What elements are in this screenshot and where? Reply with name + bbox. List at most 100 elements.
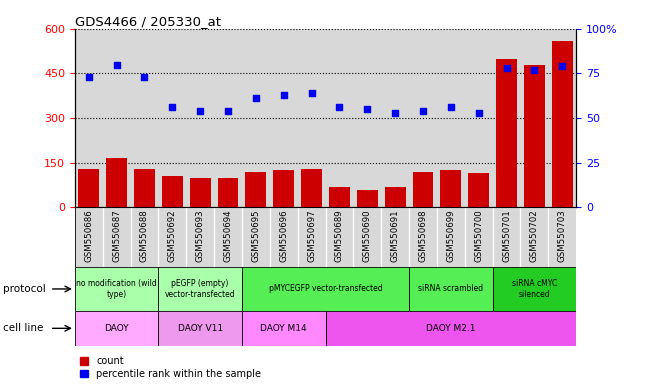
Text: GSM550686: GSM550686 [84,209,93,262]
Text: GSM550697: GSM550697 [307,209,316,262]
Bar [437,207,465,267]
Bar [162,176,183,207]
Point [473,110,484,116]
Bar [214,207,242,267]
Text: GSM550687: GSM550687 [112,209,121,262]
Bar [552,41,573,207]
Point [307,90,317,96]
Bar [437,29,465,207]
Text: protocol: protocol [3,284,46,294]
Bar [326,29,353,207]
Text: GSM550690: GSM550690 [363,209,372,262]
Bar [520,207,548,267]
Text: GSM550699: GSM550699 [447,209,455,262]
Bar [381,207,409,267]
Bar [242,267,409,311]
Bar [270,29,298,207]
Bar [468,173,489,207]
Text: cell line: cell line [3,323,44,333]
Point [362,106,372,112]
Text: GSM550700: GSM550700 [474,209,483,262]
Bar [440,170,462,207]
Point [334,104,344,111]
Bar [242,29,270,207]
Text: pMYCEGFP vector-transfected: pMYCEGFP vector-transfected [269,285,382,293]
Bar [103,207,131,267]
Bar [75,29,103,207]
Text: DAOY V11: DAOY V11 [178,324,223,333]
Bar [75,311,158,346]
Bar [385,187,406,207]
Bar [409,267,493,311]
Bar [270,207,298,267]
Bar [217,177,238,207]
Bar [158,267,242,311]
Legend: count, percentile rank within the sample: count, percentile rank within the sample [79,356,261,379]
Bar [242,207,270,267]
Text: no modification (wild
type): no modification (wild type) [76,279,157,299]
Text: pEGFP (empty)
vector-transfected: pEGFP (empty) vector-transfected [165,279,236,299]
Bar [106,158,127,207]
Bar [524,65,545,207]
Point [557,63,568,70]
Bar [273,170,294,207]
Bar [242,311,326,346]
Bar [548,29,576,207]
Point [111,61,122,68]
Text: DAOY M14: DAOY M14 [260,324,307,333]
Bar [493,29,520,207]
Point [223,108,233,114]
Text: GSM550701: GSM550701 [502,209,511,262]
Point [167,104,178,111]
Text: GSM550695: GSM550695 [251,209,260,262]
Bar [245,172,266,207]
Bar [409,207,437,267]
Bar [75,267,158,311]
Bar [298,207,326,267]
Bar [134,169,155,207]
Text: siRNA cMYC
silenced: siRNA cMYC silenced [512,279,557,299]
Bar [158,207,186,267]
Bar [493,207,520,267]
Bar [131,207,158,267]
Text: GSM550703: GSM550703 [558,209,567,262]
Bar [186,207,214,267]
Point [529,67,540,73]
Point [445,104,456,111]
Bar [326,311,576,346]
Text: GDS4466 / 205330_at: GDS4466 / 205330_at [75,15,221,28]
Bar [158,311,242,346]
Bar [75,207,103,267]
Bar [381,29,409,207]
Bar [353,207,381,267]
Text: siRNA scrambled: siRNA scrambled [418,285,484,293]
Point [195,108,206,114]
Text: DAOY: DAOY [104,324,129,333]
Bar [78,169,99,207]
Point [251,95,261,101]
Bar [413,172,434,207]
Bar [329,187,350,207]
Point [139,74,150,80]
Bar [465,207,493,267]
Bar [214,29,242,207]
Text: GSM550689: GSM550689 [335,209,344,262]
Bar [158,29,186,207]
Bar [548,207,576,267]
Bar [298,29,326,207]
Point [279,92,289,98]
Point [501,65,512,71]
Bar [186,29,214,207]
Text: GSM550691: GSM550691 [391,209,400,262]
Text: GSM550688: GSM550688 [140,209,149,262]
Bar [301,169,322,207]
Text: GSM550696: GSM550696 [279,209,288,262]
Point [418,108,428,114]
Text: GSM550694: GSM550694 [223,209,232,262]
Text: GSM550692: GSM550692 [168,209,177,262]
Bar [493,267,576,311]
Bar [465,29,493,207]
Bar [326,207,353,267]
Text: GSM550702: GSM550702 [530,209,539,262]
Bar [103,29,131,207]
